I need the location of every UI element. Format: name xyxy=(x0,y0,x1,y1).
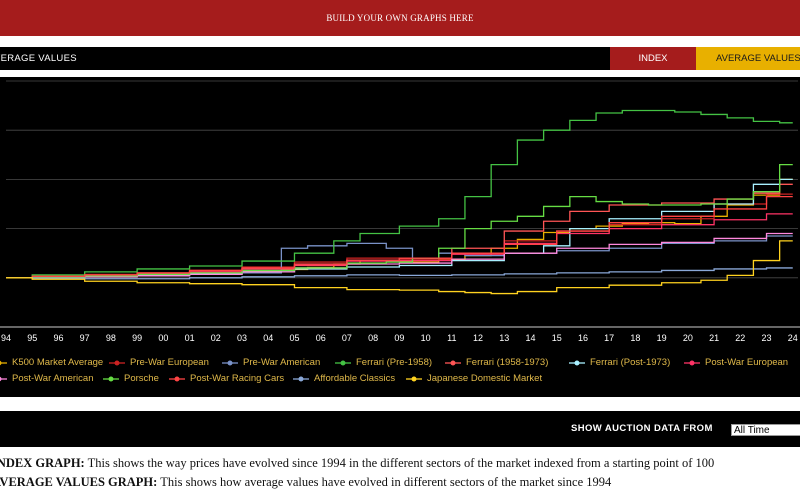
x-tick-label: 97 xyxy=(80,333,90,343)
legend-label: Ferrari (Post-1973) xyxy=(590,357,671,368)
index-graph-heading: INDEX GRAPH: xyxy=(0,456,85,470)
top-bar: BUILD YOUR OWN GRAPHS HERE xyxy=(0,0,800,36)
average-values-graph-description: AVERAGE VALUES GRAPH: This shows how ave… xyxy=(0,475,800,490)
legend-swatch-marker xyxy=(227,360,233,366)
legend-label: Pre-War American xyxy=(243,357,321,368)
chart-area: 94 95 96 97 98 99 00 01 02 03 04 05 06 07 08 09 10 11 12 13… xyxy=(0,77,800,397)
x-tick-label: 24 xyxy=(788,333,798,343)
legend-label: Ferrari (Pre-1958) xyxy=(356,357,433,368)
x-tick-label: 23 xyxy=(762,333,772,343)
legend-swatch-marker xyxy=(0,376,2,382)
legend-label: Affordable Classics xyxy=(314,373,396,384)
legend-swatch xyxy=(445,360,461,366)
legend-swatch xyxy=(684,360,700,366)
legend-label: Japanese Domestic Market xyxy=(427,373,543,384)
bottom-bar: SHOW AUCTION DATA FROM xyxy=(0,411,800,447)
x-tick-label: 22 xyxy=(735,333,745,343)
legend-swatch xyxy=(103,376,119,382)
x-tick-label: 20 xyxy=(683,333,693,343)
legend-swatch-marker xyxy=(174,376,180,382)
legend-label: Post-War American xyxy=(12,373,94,384)
series-line-post-war-american xyxy=(6,232,793,279)
x-tick-label: 95 xyxy=(27,333,37,343)
legend-swatch xyxy=(169,376,185,382)
series-line-post-war-racing-cars xyxy=(6,195,793,279)
average-values-graph-heading: AVERAGE VALUES GRAPH: xyxy=(0,475,158,489)
legend-swatch-marker xyxy=(574,360,580,366)
legend-swatch-marker xyxy=(340,360,346,366)
legend-swatch xyxy=(406,376,422,382)
graph-tab-bar: AVERAGE VALUES INDEX AVERAGE VALUES xyxy=(0,47,800,70)
x-tick-label: 12 xyxy=(473,333,483,343)
x-tick-label: 21 xyxy=(709,333,719,343)
legend-label: Post-War Racing Cars xyxy=(190,373,285,384)
legend-swatch-marker xyxy=(0,360,2,366)
x-tick-label: 05 xyxy=(289,333,299,343)
x-tick-label: 13 xyxy=(499,333,509,343)
x-tick-label: 03 xyxy=(237,333,247,343)
x-tick-label: 94 xyxy=(1,333,11,343)
x-tick-label: 06 xyxy=(316,333,326,343)
tab-average-values[interactable]: AVERAGE VALUES xyxy=(696,47,800,70)
x-tick-label: 01 xyxy=(185,333,195,343)
legend-swatch-marker xyxy=(689,360,695,366)
auction-period-select[interactable]: All Time xyxy=(731,424,800,436)
x-tick-label: 10 xyxy=(421,333,431,343)
legend-swatch-marker xyxy=(108,376,114,382)
chart-legend: K500 Market Average Pre-War European Pre-W… xyxy=(0,350,800,392)
legend-label: K500 Market Average xyxy=(12,357,104,368)
line-chart: 94 95 96 97 98 99 00 01 02 03 04 05 06 07 08 09 10 11 12 13… xyxy=(0,80,800,343)
x-tick-label: 19 xyxy=(657,333,667,343)
legend-swatch xyxy=(293,376,309,382)
legend-swatch xyxy=(569,360,585,366)
x-tick-label: 08 xyxy=(368,333,378,343)
x-tick-label: 14 xyxy=(525,333,535,343)
legend-swatch-marker xyxy=(298,376,304,382)
legend-swatch-marker xyxy=(114,360,120,366)
legend-swatch xyxy=(0,376,7,382)
x-tick-label: 99 xyxy=(132,333,142,343)
x-tick-label: 16 xyxy=(578,333,588,343)
series-line-affordable-classics xyxy=(6,267,793,280)
graph-title: AVERAGE VALUES xyxy=(0,53,77,64)
x-tick-label: 96 xyxy=(53,333,63,343)
x-tick-label: 07 xyxy=(342,333,352,343)
legend-label: Porsche xyxy=(124,373,159,384)
series-line-japanese-domestic-market xyxy=(6,240,793,295)
series-line-ferrari-pre-1958- xyxy=(6,109,793,279)
index-graph-description: INDEX GRAPH: This shows the way prices h… xyxy=(0,456,800,471)
x-tick-label: 02 xyxy=(211,333,221,343)
x-tick-label: 11 xyxy=(447,333,456,343)
legend-swatch xyxy=(109,360,125,366)
legend-label: Ferrari (1958-1973) xyxy=(466,357,549,368)
x-tick-label: 17 xyxy=(604,333,614,343)
x-tick-label: 04 xyxy=(263,333,273,343)
average-values-graph-text: This shows how average values have evolv… xyxy=(157,475,612,489)
x-tick-label: 09 xyxy=(394,333,404,343)
legend-swatch xyxy=(222,360,238,366)
legend-label: Post-War European xyxy=(705,357,789,368)
x-tick-label: 00 xyxy=(158,333,168,343)
x-tick-label: 98 xyxy=(106,333,116,343)
legend-label: Pre-War European xyxy=(130,357,209,368)
series-line-porsche xyxy=(6,163,793,279)
index-graph-text: This shows the way prices have evolved s… xyxy=(84,456,715,470)
tab-index[interactable]: INDEX xyxy=(610,47,696,70)
legend-swatch xyxy=(0,360,7,366)
build-your-own-graphs-button[interactable]: BUILD YOUR OWN GRAPHS HERE xyxy=(326,13,474,23)
x-tick-label: 18 xyxy=(630,333,640,343)
show-auction-data-label: SHOW AUCTION DATA FROM xyxy=(571,423,713,434)
legend-swatch-marker xyxy=(450,360,456,366)
legend-swatch xyxy=(335,360,351,366)
x-tick-label: 15 xyxy=(552,333,562,343)
legend-swatch-marker xyxy=(411,376,417,382)
